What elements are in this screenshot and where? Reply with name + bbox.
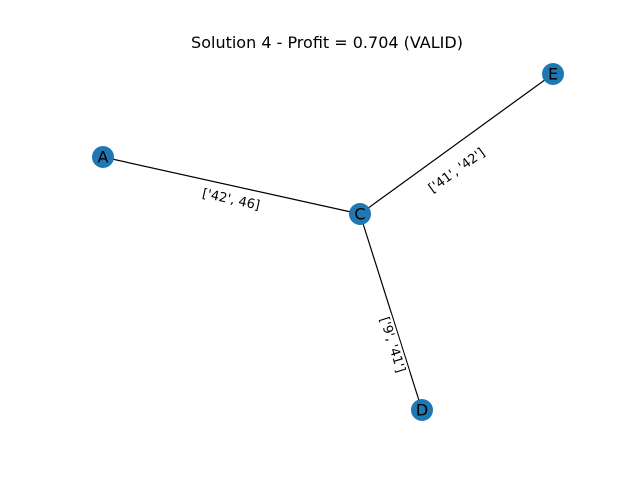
node-label-e: E: [548, 65, 558, 84]
node-circle-d: [411, 399, 433, 421]
node-circle-e: [542, 63, 564, 85]
node-circle-c: [349, 203, 371, 225]
edge-c-d: [359, 213, 423, 411]
node-e: E: [542, 63, 564, 85]
edge-label-background: [198, 184, 264, 216]
edge-a-c: [102, 156, 361, 215]
node-c: C: [349, 203, 371, 225]
node-a: A: [92, 146, 114, 168]
edge-c-e: [359, 73, 554, 215]
edge-label-background: [374, 313, 410, 377]
edges-layer: [102, 73, 554, 411]
node-circle-a: [92, 146, 114, 168]
figure-title: Solution 4 - Profit = 0.704 (VALID): [191, 33, 463, 52]
nodes-layer: A C D E: [92, 63, 564, 421]
node-d: D: [411, 399, 433, 421]
node-label-d: D: [416, 401, 428, 420]
edge-label-background: [423, 143, 491, 199]
node-label-a: A: [98, 148, 109, 167]
node-label-c: C: [354, 205, 365, 224]
